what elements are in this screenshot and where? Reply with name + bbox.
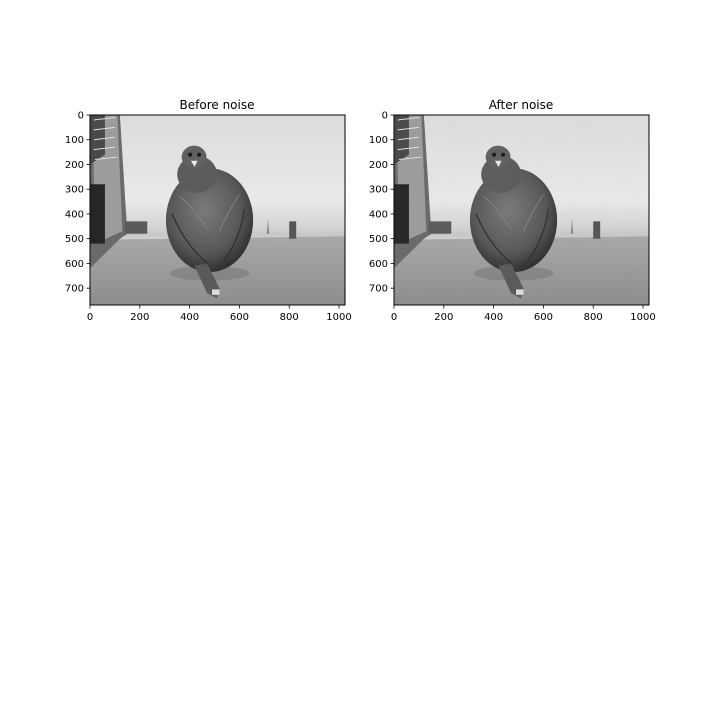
y-tick-label: 100 <box>65 135 84 146</box>
panel-before-noise: Before noise 0 200 400 600 800 1000 0 100 200 300… <box>65 98 352 323</box>
y-tick-label: 300 <box>65 185 84 196</box>
x-tick-label: 400 <box>180 312 199 323</box>
axes-ticks: 0 200 400 600 800 1000 0 100 200 300 400 500 600 700 <box>65 111 352 324</box>
y-tick-label: 100 <box>369 135 388 146</box>
y-tick-label: 200 <box>65 160 84 171</box>
panel-after-noise: After noise 0 200 400 600 800 1000 0 100 200 300 4… <box>369 98 656 323</box>
y-tick-label: 0 <box>382 111 388 122</box>
y-tick-label: 500 <box>65 234 84 245</box>
x-tick-label: 600 <box>230 312 249 323</box>
y-tick-label: 700 <box>369 284 388 295</box>
x-tick-label: 1000 <box>326 312 351 323</box>
y-tick-label: 200 <box>369 160 388 171</box>
axes-frame <box>89 114 346 306</box>
image-after-noise <box>394 115 649 305</box>
x-tick-label: 800 <box>280 312 299 323</box>
y-tick-label: 500 <box>369 234 388 245</box>
x-tick-label: 800 <box>584 312 603 323</box>
image-before-noise <box>90 115 345 305</box>
y-tick-label: 700 <box>65 284 84 295</box>
y-tick-label: 0 <box>78 111 84 122</box>
panel-title: Before noise <box>180 98 255 112</box>
panel-title: After noise <box>489 98 554 112</box>
x-tick-label: 200 <box>130 312 149 323</box>
x-tick-label: 0 <box>87 312 93 323</box>
y-tick-label: 400 <box>65 209 84 220</box>
y-tick-label: 600 <box>369 259 388 270</box>
y-tick-label: 300 <box>369 185 388 196</box>
x-tick-label: 600 <box>534 312 553 323</box>
y-tick-label: 600 <box>65 259 84 270</box>
x-tick-label: 1000 <box>630 312 655 323</box>
y-tick-label: 400 <box>369 209 388 220</box>
x-tick-label: 200 <box>434 312 453 323</box>
axes-ticks: 0 200 400 600 800 1000 0 100 200 300 400 500 600 700 <box>369 111 656 324</box>
x-tick-label: 0 <box>391 312 397 323</box>
x-tick-label: 400 <box>484 312 503 323</box>
axes-frame <box>393 114 650 306</box>
